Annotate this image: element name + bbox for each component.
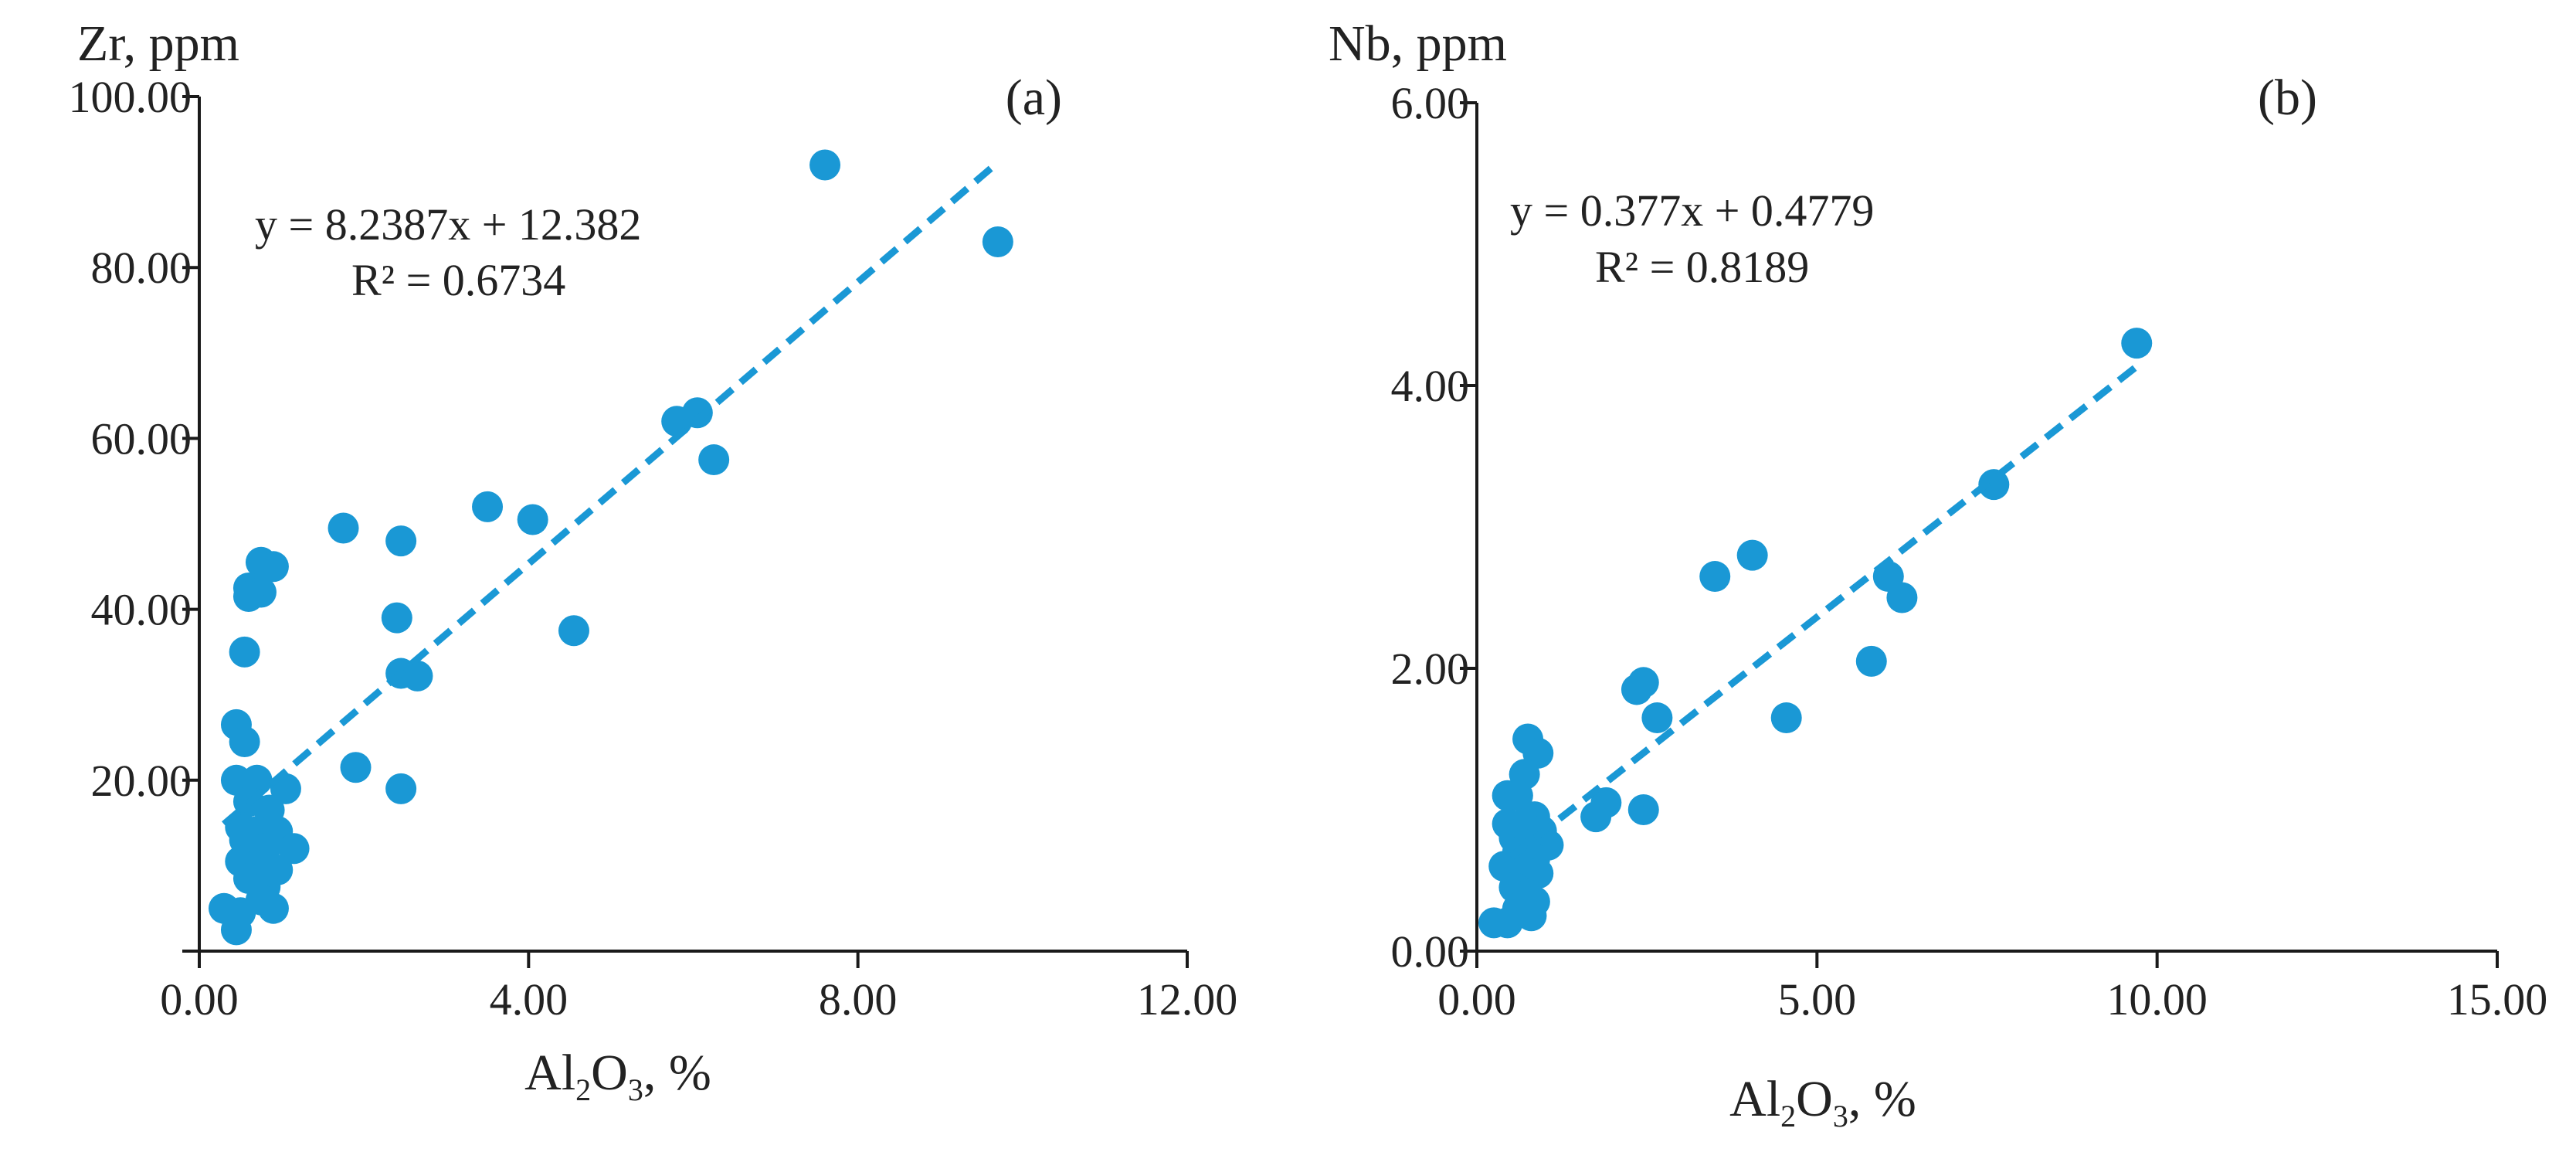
panel-a-data-point (340, 752, 372, 783)
panel-a-x-axis-title: Al2O3, % (524, 1045, 711, 1107)
panel-a-y-tick-label: 60.00 (91, 413, 192, 464)
panel-a-y-tick-label: 40.00 (91, 585, 192, 635)
panel-b-x-tick-label: 5.00 (1778, 974, 1857, 1025)
panel-b-y-tick-label: 0.00 (1391, 926, 1470, 977)
panel-b-x-tick-label: 15.00 (2447, 974, 2548, 1025)
panel-a-x-tick-label: 8.00 (819, 974, 898, 1025)
panel-a-data-point (381, 602, 412, 634)
panel-a-y-tick-label: 20.00 (91, 756, 192, 806)
panel-a-trend-equation: y = 8.2387x + 12.382 (255, 199, 641, 250)
panel-a-data-point (681, 397, 713, 429)
panel-a-y-tick-label: 80.00 (91, 243, 192, 293)
panel-b-x-tick-label: 10.00 (2106, 974, 2208, 1025)
panel-a-data-point (809, 149, 841, 181)
panel-b-x-title-o: O (1796, 1071, 1833, 1127)
panel-a-data-point (278, 833, 310, 865)
panel-b-data-point (1580, 801, 1612, 833)
panel-b-data-point (1515, 900, 1547, 932)
panel-a-data-point (698, 444, 730, 476)
panel-a-data-point (229, 726, 260, 758)
panel-a-trendline (222, 159, 1000, 827)
panel-b-data-point (1492, 907, 1523, 939)
panel-a-label: (a) (1006, 70, 1062, 126)
panel-a-x-title-unit: , % (643, 1045, 711, 1101)
panel-b-data-point (1641, 702, 1673, 734)
panel-a-data-point (257, 892, 289, 924)
panel-a-y-tick-label: 100.00 (69, 72, 192, 122)
panel-b-x-title-unit: , % (1848, 1071, 1916, 1127)
panel-b-data-point (2121, 328, 2153, 359)
panel-b-y-axis-title: Nb, ppm (1329, 15, 1507, 72)
panel-a-tick-labels: 20.00 40.00 60.00 80.00 100.00 0.00 4.00 8.00 12… (69, 72, 1238, 1025)
panel-a-data-point (982, 226, 1013, 258)
panel-b-x-tick-label: 0.00 (1437, 974, 1516, 1025)
panel-a-data-point (472, 491, 504, 522)
panel-b-y-tick-label: 4.00 (1391, 361, 1470, 411)
panel-b-data-point (1855, 645, 1887, 677)
panel-a-x-title-sub-3: 3 (628, 1072, 643, 1107)
panel-b-r-squared: R² = 0.8189 (1595, 242, 1809, 292)
panel-a-r-squared: R² = 0.6734 (351, 255, 565, 305)
panel-a-x-title-sub-2: 2 (575, 1072, 591, 1107)
panel-a-x-tick-label: 4.00 (490, 974, 568, 1025)
chart-panel-a: Zr, ppm (a) 20.00 40.00 60.00 80.00 100.00 0.… (69, 15, 1238, 1107)
panel-b-data-point (1699, 561, 1731, 593)
panel-b-trendline (1509, 363, 2140, 860)
panel-a-x-title-o: O (591, 1045, 628, 1101)
panel-b-x-title-sub-2: 2 (1780, 1099, 1796, 1133)
panel-b-data-marks (1478, 328, 2153, 939)
panel-b-data-point (1502, 780, 1533, 811)
panel-a-x-tick-label: 12.00 (1137, 974, 1238, 1025)
panel-b-x-title-sub-3: 3 (1833, 1099, 1848, 1133)
panel-a-data-point (558, 615, 589, 647)
panel-b-y-tick-label: 6.00 (1391, 78, 1470, 128)
panel-b-data-point (1978, 469, 2010, 501)
panel-b-data-point (1886, 582, 1918, 613)
panel-a-data-point (402, 660, 433, 692)
panel-b-trend-equation: y = 0.377x + 0.4779 (1510, 185, 1874, 236)
panel-a-data-point (232, 581, 264, 613)
panel-a-data-marks (208, 149, 1013, 946)
panel-b-x-axis-title: Al2O3, % (1729, 1071, 1916, 1133)
panel-b-data-point (1770, 702, 1802, 734)
panel-a-data-point (517, 504, 548, 535)
panel-b-y-tick-label: 2.00 (1391, 644, 1470, 694)
panel-b-x-title-al: Al (1729, 1071, 1780, 1127)
panel-a-x-tick-label: 0.00 (160, 974, 239, 1025)
panel-a-data-point (328, 512, 359, 544)
panel-a-x-title-al: Al (524, 1045, 575, 1101)
panel-a-data-point (229, 636, 260, 668)
panel-a-y-axis-title: Zr, ppm (77, 15, 239, 72)
panel-b-data-point (1627, 794, 1659, 825)
panel-b-tick-labels: 0.00 2.00 4.00 6.00 0.00 5.00 10.00 15.00 (1391, 78, 2548, 1025)
panel-b-label: (b) (2258, 70, 2317, 126)
panel-a-data-point (385, 525, 417, 557)
panel-a-data-point (385, 773, 417, 804)
panel-a-data-point (220, 914, 252, 946)
panel-a-data-point (257, 551, 289, 583)
chart-panel-b: Nb, ppm (b) 0.00 2.00 4.00 6.00 0.00 5.00 10.0… (1329, 15, 2547, 1133)
panel-b-data-point (1621, 674, 1652, 705)
panel-b-data-point (1736, 539, 1768, 571)
